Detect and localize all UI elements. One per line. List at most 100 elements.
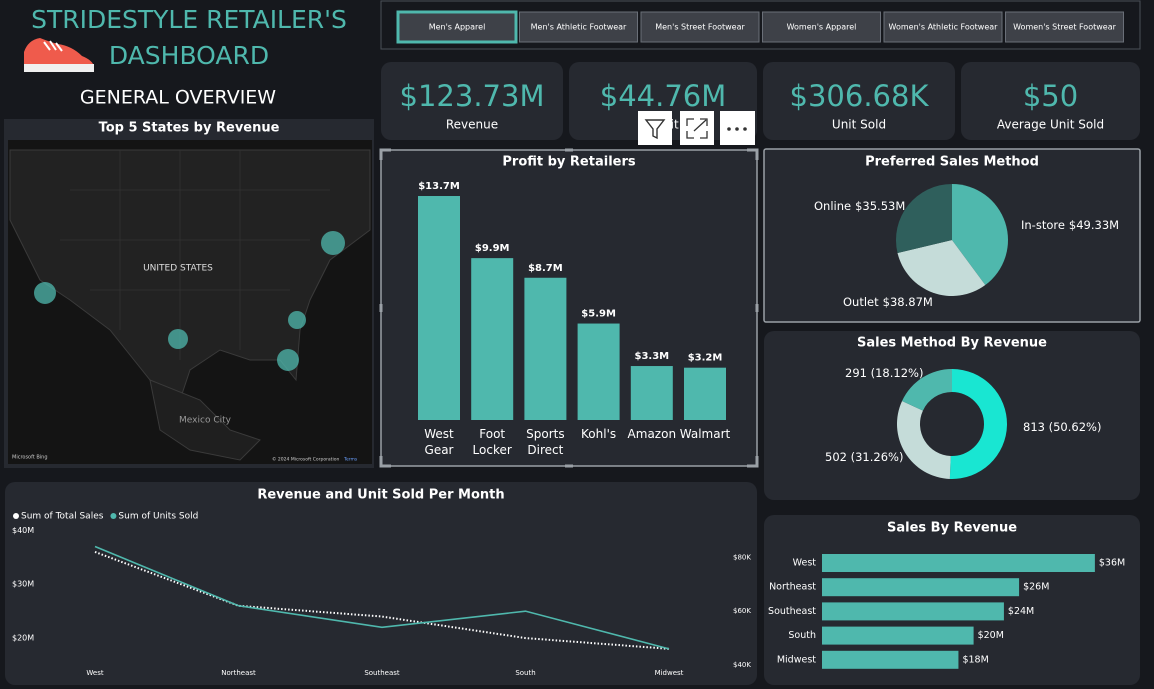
slicer-button[interactable] (1005, 11, 1124, 43)
slicer-button[interactable] (883, 11, 1003, 43)
bar (418, 196, 460, 420)
slicer-option: Women's Apparel (787, 23, 857, 32)
bar-value-label: $26M (1023, 582, 1049, 593)
bar (684, 367, 726, 420)
x-tick-label: Kohl's (581, 427, 617, 441)
donut-slice (896, 400, 951, 479)
bar-value-label: $18M (962, 654, 988, 665)
bar (524, 277, 567, 420)
legend-label: Sum of Units Sold (118, 512, 198, 522)
y2-tick-label: $80K (733, 553, 751, 561)
bar-value-label: $36M (1099, 558, 1125, 569)
map-attribution: Microsoft Bing (12, 455, 48, 461)
kpi-card (381, 62, 563, 140)
x-tick-label-box: Sports Direct (526, 427, 564, 457)
line-series (94, 550, 670, 650)
y2-tick-label: $40K (733, 661, 751, 669)
legend-marker (110, 513, 117, 519)
slicer-button[interactable] (396, 10, 518, 44)
slicer-button[interactable] (762, 11, 881, 43)
slicer-frame (380, 0, 1141, 50)
x-tick-label: Walmart (679, 427, 731, 441)
x-tick-label: Foot Locker (472, 427, 512, 457)
x-tick-label: Amazon (627, 427, 677, 441)
map-country-label: UNITED STATES (143, 264, 213, 274)
map-title: Top 5 States by Revenue (99, 121, 280, 136)
kpi-label: Unit Sold (832, 118, 886, 132)
chart-title: Sales Method By Revenue (857, 336, 1047, 351)
y-tick-label: $20M (12, 634, 34, 643)
bar (822, 578, 1020, 597)
slice-value: 813 (50.62%) (1023, 420, 1101, 434)
pie-slice (952, 184, 1008, 286)
kpi-card (961, 62, 1140, 140)
bar-value-label: $24M (1008, 606, 1034, 617)
bar-value-label: $3.3M (634, 351, 669, 362)
slicer-option: Women's Street Footwear (1013, 23, 1116, 32)
x-tick-label-box: Walmart (679, 427, 731, 441)
slicer-option: Men's Apparel (429, 23, 486, 32)
kpi-row: $123.73MRevenue$44.76MProfit$306.68KUnit… (381, 62, 1140, 140)
kpi-value: $44.76M (600, 79, 727, 113)
kpi-label: Average Unit Sold (997, 118, 1104, 132)
map (8, 140, 372, 464)
x-tick-label-box: Foot Locker (472, 427, 512, 457)
y-tick-label: $40M (12, 526, 34, 535)
kpi-card (763, 62, 955, 140)
x-tick-label-box: West Gear (424, 427, 454, 457)
bar-value-label: $13.7M (418, 181, 460, 192)
y2-tick-label: $60K (733, 607, 751, 615)
slicer-button[interactable] (640, 11, 760, 43)
pie-slice (896, 184, 952, 253)
bar-value-label: $5.9M (581, 309, 616, 320)
map-terms[interactable]: Terms (343, 457, 358, 463)
y-tick-label: Southeast (768, 606, 816, 617)
slice-label: In-store $49.33M (1021, 218, 1119, 232)
slice-label: Outlet $38.87M (843, 295, 933, 309)
bar (630, 366, 673, 420)
bar (822, 626, 974, 645)
donut-slice (902, 369, 952, 411)
x-tick-label: Northeast (221, 669, 256, 677)
slicer-button[interactable] (519, 11, 638, 43)
slice-category: Outlet (843, 295, 879, 309)
x-tick-label: South (515, 669, 535, 677)
slice-label: 813 (50.62%) (1023, 420, 1101, 434)
chart-title: Preferred Sales Method (865, 155, 1039, 170)
bar (822, 650, 959, 669)
slice-value: $35.53M (855, 199, 905, 213)
slice-label: Online $35.53M (814, 199, 905, 213)
kpi-value: $306.68K (790, 79, 930, 113)
x-tick-label: Southeast (364, 669, 400, 677)
slice-category: Online (814, 199, 851, 213)
y-tick-label: Northeast (769, 582, 816, 593)
x-tick-label-box: Amazon (627, 427, 677, 441)
kpi-value: $50 (1023, 79, 1078, 113)
y-tick-label: South (788, 630, 816, 641)
charts: Profit by Retailers $13.7M West Gear $9.9M F… (12, 155, 1125, 678)
dashboard-title: STRIDESTYLE RETAILER'S (31, 5, 347, 34)
chart-title: Profit by Retailers (502, 155, 636, 170)
pie-slice (897, 240, 986, 297)
y-tick-label: $30M (12, 580, 34, 589)
x-tick-label: West (86, 669, 103, 677)
y-tick-label: Midwest (777, 654, 816, 665)
x-tick-label: Midwest (655, 669, 684, 677)
slice-value: 291 (18.12%) (845, 366, 923, 380)
bar (577, 323, 620, 420)
bar-value-label: $9.9M (475, 243, 510, 254)
bar (471, 258, 514, 420)
visual-toolbar (638, 111, 755, 145)
bar (822, 554, 1095, 572)
line-series (94, 545, 670, 650)
bar (822, 602, 1004, 621)
kpi-value: $123.73M (400, 79, 545, 113)
slice-label: 502 (31.26%) (825, 450, 903, 464)
y-tick-label: West (793, 558, 817, 569)
filter-button[interactable] (638, 111, 672, 145)
map-city-label: Mexico City (179, 416, 232, 426)
logo-shoe (24, 38, 94, 72)
legend-label: Sum of Total Sales (21, 512, 104, 522)
